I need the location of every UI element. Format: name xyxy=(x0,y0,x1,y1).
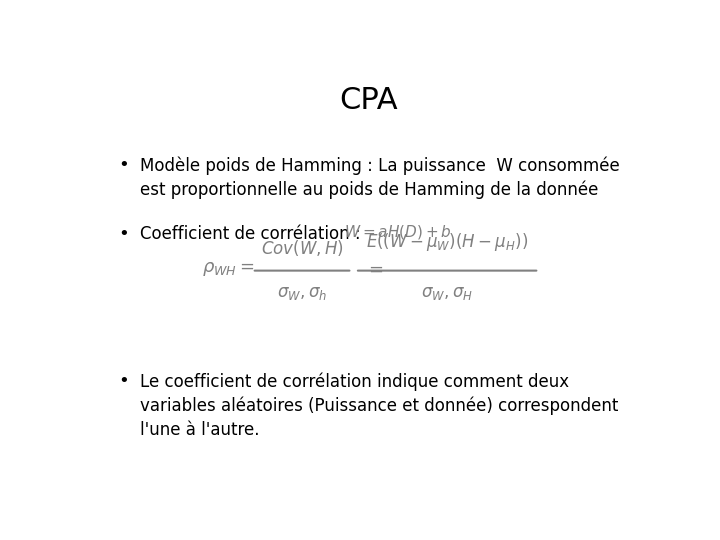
Text: $Cov(W,H)$: $Cov(W,H)$ xyxy=(261,238,343,258)
Text: $E\left((W - \mu_W)(H - \mu_H)\right)$: $E\left((W - \mu_W)(H - \mu_H)\right)$ xyxy=(366,231,528,253)
Text: $W = aH(D) + b$: $W = aH(D) + b$ xyxy=(344,223,452,241)
Text: $\sigma_W,\sigma_h$: $\sigma_W,\sigma_h$ xyxy=(277,285,327,302)
Text: •: • xyxy=(118,156,129,174)
Text: •: • xyxy=(118,225,129,243)
Text: $\sigma_W,\sigma_H$: $\sigma_W,\sigma_H$ xyxy=(421,285,473,302)
Text: Modèle poids de Hamming : La puissance  W consommée
est proportionnelle au poids: Modèle poids de Hamming : La puissance W… xyxy=(140,156,620,199)
Text: •: • xyxy=(118,373,129,390)
Text: Coefficient de corrélation :: Coefficient de corrélation : xyxy=(140,225,366,243)
Text: CPA: CPA xyxy=(340,85,398,114)
Text: Le coefficient de corrélation indique comment deux
variables aléatoires (Puissan: Le coefficient de corrélation indique co… xyxy=(140,373,618,439)
Text: $\rho_{WH} =$: $\rho_{WH} =$ xyxy=(202,260,254,278)
Text: $=$: $=$ xyxy=(365,260,384,278)
